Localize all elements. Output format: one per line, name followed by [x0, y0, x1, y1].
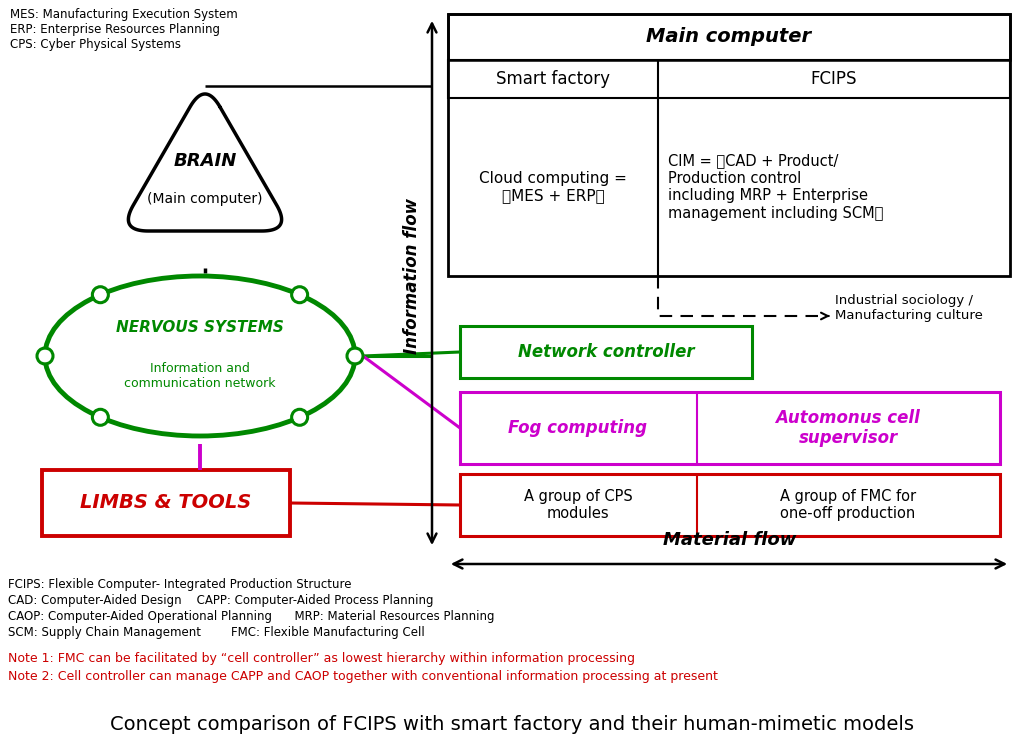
Bar — [460, 392, 1000, 464]
Text: Concept comparison of FCIPS with smart factory and their human-mimetic models: Concept comparison of FCIPS with smart f… — [110, 715, 914, 734]
Text: CAOP: Computer-Aided Operational Planning      MRP: Material Resources Planning: CAOP: Computer-Aided Operational Plannin… — [8, 610, 495, 623]
Text: Automonus cell
supervisor: Automonus cell supervisor — [775, 408, 921, 447]
Circle shape — [39, 350, 51, 362]
Circle shape — [94, 289, 106, 301]
Text: Cloud computing =
「MES + ERP」: Cloud computing = 「MES + ERP」 — [479, 171, 627, 203]
Text: LIMBS & TOOLS: LIMBS & TOOLS — [80, 494, 252, 512]
Circle shape — [294, 289, 305, 301]
Text: A group of CPS
modules: A group of CPS modules — [523, 489, 633, 521]
Bar — [449, 14, 1010, 276]
Text: Network controller: Network controller — [518, 343, 694, 361]
Text: (Main computer): (Main computer) — [147, 192, 263, 206]
Text: A group of FMC for
one-off production: A group of FMC for one-off production — [780, 489, 916, 521]
Text: FCIPS: FCIPS — [811, 70, 857, 88]
Circle shape — [294, 411, 305, 423]
Text: CIM = 「CAD + Product/
Production control
including MRP + Enterprise
management i: CIM = 「CAD + Product/ Production control… — [668, 153, 884, 221]
Text: Industrial sociology /
Manufacturing culture: Industrial sociology / Manufacturing cul… — [835, 294, 983, 322]
Text: SCM: Supply Chain Management        FMC: Flexible Manufacturing Cell: SCM: Supply Chain Management FMC: Flexib… — [8, 626, 425, 639]
Text: Material flow: Material flow — [664, 531, 797, 549]
Bar — [449, 14, 1010, 60]
Text: Smart factory: Smart factory — [496, 70, 610, 88]
Text: Note 1: FMC can be facilitated by “cell controller” as lowest hierarchy within i: Note 1: FMC can be facilitated by “cell … — [8, 652, 635, 665]
Text: Fog computing: Fog computing — [509, 419, 647, 437]
Text: MES: Manufacturing Execution System
ERP: Enterprise Resources Planning
CPS: Cybe: MES: Manufacturing Execution System ERP:… — [10, 8, 238, 51]
Bar — [42, 470, 290, 536]
Text: CAD: Computer-Aided Design    CAPP: Computer-Aided Process Planning: CAD: Computer-Aided Design CAPP: Compute… — [8, 594, 433, 607]
Text: Note 2: Cell controller can manage CAPP and CAOP together with conventional info: Note 2: Cell controller can manage CAPP … — [8, 670, 718, 683]
Bar — [460, 474, 1000, 536]
Circle shape — [349, 350, 361, 362]
Bar — [460, 326, 752, 378]
Text: BRAIN: BRAIN — [173, 152, 237, 170]
Circle shape — [94, 411, 106, 423]
Text: Information flow: Information flow — [403, 198, 421, 354]
Text: Information and
communication network: Information and communication network — [124, 362, 275, 390]
Text: FCIPS: Flexible Computer- Integrated Production Structure: FCIPS: Flexible Computer- Integrated Pro… — [8, 578, 351, 591]
Bar — [449, 60, 1010, 98]
Text: Main computer: Main computer — [646, 27, 812, 46]
Text: NERVOUS SYSTEMS: NERVOUS SYSTEMS — [116, 320, 284, 336]
